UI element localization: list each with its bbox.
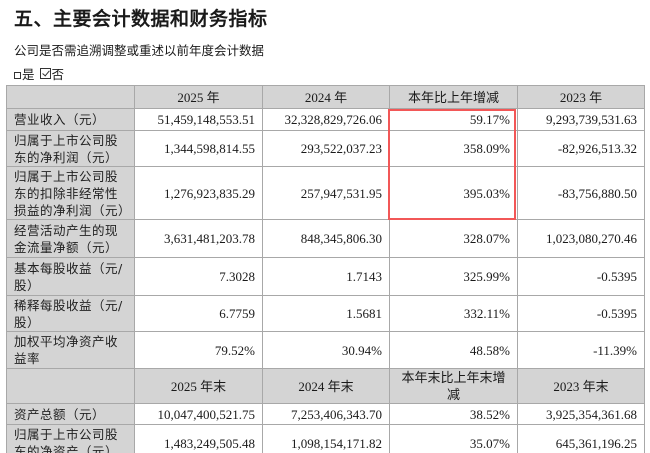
cell-value: 1.5681 bbox=[262, 295, 390, 332]
cell-value: 1,483,249,505.48 bbox=[134, 424, 263, 453]
cell-value: 35.07% bbox=[389, 424, 518, 453]
header-blank bbox=[6, 85, 135, 109]
row-label: 经营活动产生的现金流量净额（元） bbox=[6, 219, 135, 258]
checked-box-icon[interactable] bbox=[39, 68, 51, 79]
header-yearend-change: 本年末比上年末增减 bbox=[389, 368, 518, 404]
cell-value: 51,459,148,553.51 bbox=[134, 108, 263, 131]
cell-value: -11.39% bbox=[517, 331, 645, 369]
yearend-header-row: 2025 年末 2024 年末 本年末比上年末增减 2023 年末 bbox=[6, 368, 645, 404]
cell-value: 325.99% bbox=[389, 257, 518, 296]
cell-value: 848,345,806.30 bbox=[262, 219, 390, 258]
restatement-question: 公司是否需追溯调整或重述以前年度会计数据 bbox=[14, 43, 265, 58]
option-yes-label: 是 bbox=[22, 67, 35, 82]
header-blank bbox=[6, 368, 135, 404]
row-label: 基本每股收益（元/股） bbox=[6, 257, 135, 296]
option-no[interactable]: 否 bbox=[39, 64, 65, 83]
cell-value: 59.17% bbox=[389, 108, 518, 131]
cell-value: 1.7143 bbox=[262, 257, 390, 296]
table-row: 基本每股收益（元/股） 7.3028 1.7143 325.99% -0.539… bbox=[6, 257, 645, 296]
table-row: 经营活动产生的现金流量净额（元） 3,631,481,203.78 848,34… bbox=[6, 219, 645, 258]
cell-value: -83,756,880.50 bbox=[517, 166, 645, 220]
table-row: 稀释每股收益（元/股） 6.7759 1.5681 332.11% -0.539… bbox=[6, 295, 645, 332]
table-row: 归属于上市公司股东的扣除非经常性损益的净利润（元） 1,276,923,835.… bbox=[6, 166, 645, 220]
header-2025: 2025 年 bbox=[134, 85, 263, 109]
cell-value: -0.5395 bbox=[517, 257, 645, 296]
cell-value: 32,328,829,726.06 bbox=[262, 108, 390, 131]
cell-value: 395.03% bbox=[389, 166, 518, 220]
restatement-options: 是 否 bbox=[14, 64, 67, 83]
unchecked-box-icon[interactable] bbox=[14, 71, 21, 79]
cell-value: 79.52% bbox=[134, 331, 263, 369]
cell-value: 10,047,400,521.75 bbox=[134, 403, 263, 425]
cell-value: 3,631,481,203.78 bbox=[134, 219, 263, 258]
row-label: 加权平均净资产收益率 bbox=[6, 331, 135, 369]
header-2023: 2023 年 bbox=[517, 85, 645, 109]
header-2024: 2024 年 bbox=[262, 85, 390, 109]
cell-value: 7.3028 bbox=[134, 257, 263, 296]
cell-value: 30.94% bbox=[262, 331, 390, 369]
header-2023-end: 2023 年末 bbox=[517, 368, 645, 404]
cell-value: 7,253,406,343.70 bbox=[262, 403, 390, 425]
cell-value: 9,293,739,531.63 bbox=[517, 108, 645, 131]
cell-value: 1,344,598,814.55 bbox=[134, 130, 263, 167]
table-row: 归属于上市公司股东的净资产（元） 1,483,249,505.48 1,098,… bbox=[6, 424, 645, 453]
cell-value: 1,098,154,171.82 bbox=[262, 424, 390, 453]
section-title: 五、主要会计数据和财务指标 bbox=[14, 8, 268, 30]
row-label: 营业收入（元） bbox=[6, 108, 135, 131]
cell-value: 48.58% bbox=[389, 331, 518, 369]
cell-value: 257,947,531.95 bbox=[262, 166, 390, 220]
header-2024-end: 2024 年末 bbox=[262, 368, 390, 404]
table-row: 资产总额（元） 10,047,400,521.75 7,253,406,343.… bbox=[6, 403, 645, 425]
table-row: 加权平均净资产收益率 79.52% 30.94% 48.58% -11.39% bbox=[6, 331, 645, 369]
cell-value: 645,361,196.25 bbox=[517, 424, 645, 453]
annual-header-row: 2025 年 2024 年 本年比上年增减 2023 年 bbox=[6, 85, 645, 109]
cell-value: 3,925,354,361.68 bbox=[517, 403, 645, 425]
cell-value: -0.5395 bbox=[517, 295, 645, 332]
cell-value: -82,926,513.32 bbox=[517, 130, 645, 167]
table-row: 营业收入（元） 51,459,148,553.51 32,328,829,726… bbox=[6, 108, 645, 131]
cell-value: 1,023,080,270.46 bbox=[517, 219, 645, 258]
table-row: 归属于上市公司股东的净利润（元） 1,344,598,814.55 293,52… bbox=[6, 130, 645, 167]
cell-value: 358.09% bbox=[389, 130, 518, 167]
row-label: 资产总额（元） bbox=[6, 403, 135, 425]
cell-value: 38.52% bbox=[389, 403, 518, 425]
option-yes[interactable]: 是 bbox=[14, 64, 35, 83]
header-2025-end: 2025 年末 bbox=[134, 368, 263, 404]
row-label: 归属于上市公司股东的净利润（元） bbox=[6, 130, 135, 167]
option-no-label: 否 bbox=[51, 67, 65, 82]
row-label: 归属于上市公司股东的净资产（元） bbox=[6, 424, 135, 453]
header-yoy-change: 本年比上年增减 bbox=[389, 85, 518, 109]
cell-value: 6.7759 bbox=[134, 295, 263, 332]
cell-value: 328.07% bbox=[389, 219, 518, 258]
cell-value: 332.11% bbox=[389, 295, 518, 332]
cell-value: 293,522,037.23 bbox=[262, 130, 390, 167]
row-label: 归属于上市公司股东的扣除非经常性损益的净利润（元） bbox=[6, 166, 135, 220]
row-label: 稀释每股收益（元/股） bbox=[6, 295, 135, 332]
cell-value: 1,276,923,835.29 bbox=[134, 166, 263, 220]
financial-data-table: 2025 年 2024 年 本年比上年增减 2023 年 营业收入（元） 51,… bbox=[6, 85, 645, 453]
